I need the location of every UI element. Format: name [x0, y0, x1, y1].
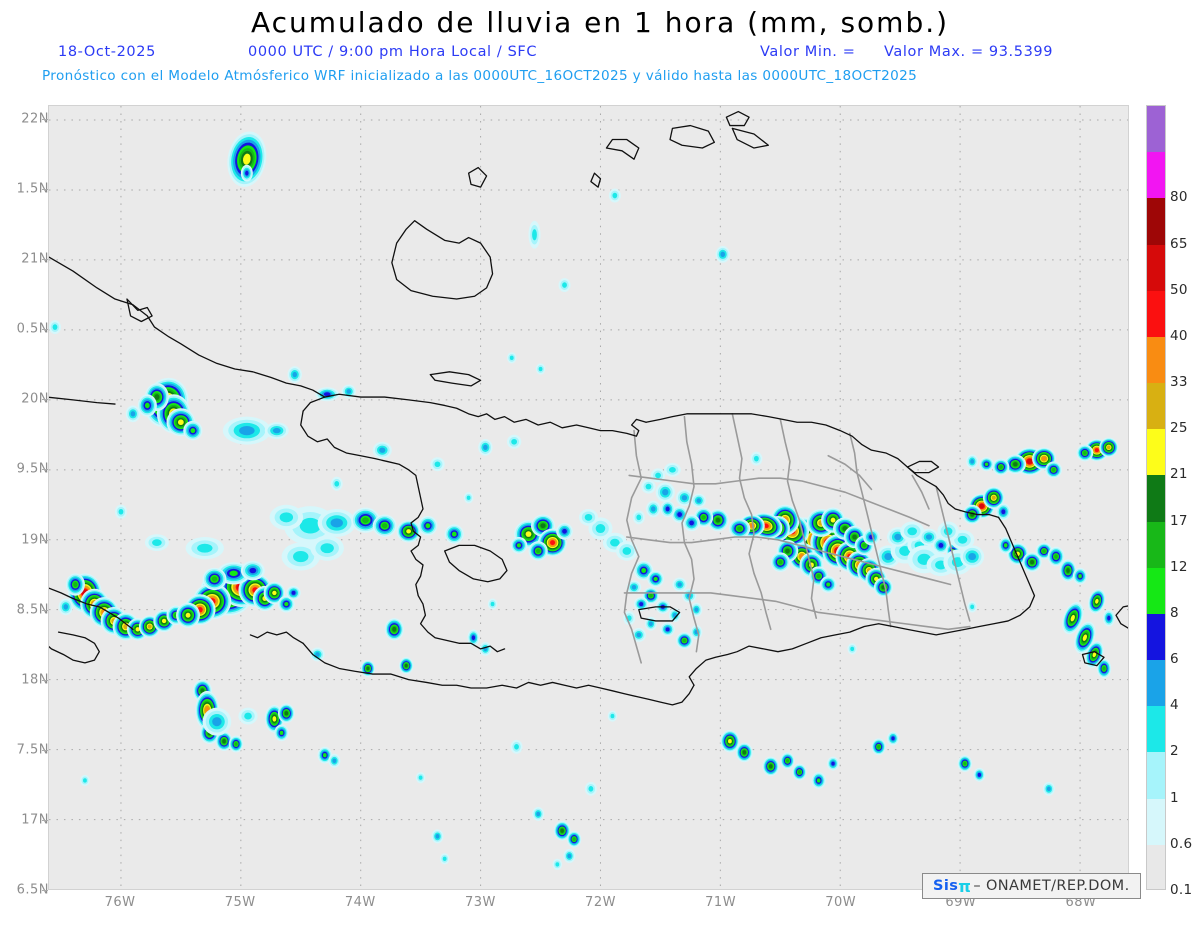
- colorbar-tick-2: 1: [1170, 789, 1179, 806]
- colorbar-tick-0: 0.1: [1170, 882, 1193, 898]
- colorbar-cell-14: [1147, 198, 1165, 245]
- x-axis-label-4: 72W: [585, 895, 616, 910]
- y-axis-tick-8: [42, 679, 48, 681]
- x-axis-label-0: 76W: [104, 895, 136, 910]
- y-axis-tick-10: [42, 819, 48, 821]
- colorbar-cell-16: [1147, 106, 1165, 153]
- colorbar-cell-8: [1147, 475, 1165, 522]
- grid-lines: [49, 106, 1128, 889]
- colorbar-tick-13: 50: [1170, 281, 1188, 298]
- colorbar-cell-3: [1147, 706, 1165, 753]
- page-title: Acumulado de lluvia en 1 hora (mm, somb.…: [250, 6, 950, 39]
- colorbar-cell-10: [1147, 383, 1165, 430]
- x-axis-label-6: 70W: [825, 895, 857, 910]
- x-axis-label-5: 71W: [705, 895, 737, 910]
- forecast-description: Pronóstico con el Modelo Atmósferico WRF…: [42, 68, 918, 84]
- map-background: [48, 105, 1129, 890]
- y-axis-label-4: 20N: [21, 391, 49, 407]
- y-axis-label-11: 6.5N: [16, 882, 49, 898]
- colorbar-cell-12: [1147, 290, 1165, 337]
- y-axis-label-8: 18N: [21, 672, 49, 688]
- colorbar: [1146, 105, 1166, 890]
- value-min-label: Valor Min. =: [760, 44, 856, 60]
- x-axis-label-1: 75W: [224, 895, 256, 910]
- y-axis-label-5: 9.5N: [16, 461, 49, 477]
- figure-header: Acumulado de lluvia en 1 hora (mm, somb.…: [0, 0, 1200, 95]
- colorbar-tick-5: 6: [1170, 651, 1179, 668]
- colorbar-tick-11: 33: [1170, 374, 1188, 391]
- y-axis-tick-6: [42, 539, 48, 541]
- attribution-badge: Sis π – ONAMET/REP.DOM.: [922, 873, 1141, 899]
- colorbar-tick-8: 17: [1170, 512, 1188, 529]
- y-axis-tick-5: [42, 469, 48, 471]
- forecast-time: 0000 UTC / 9:00 pm Hora Local / SFC: [248, 44, 538, 60]
- attribution-sis: Sis: [933, 878, 959, 894]
- map-plot-area: 22N 1.5N 21N 0.5N 20N 9.5N 19N 8.5N 18N 7.5N 17N 6.…: [17, 105, 1129, 910]
- colorbar-tick-15: 80: [1170, 189, 1188, 206]
- y-axis-label-9: 7.5N: [16, 742, 49, 758]
- attribution-pi-symbol: π: [958, 876, 972, 896]
- y-axis-tick-0: [42, 119, 48, 121]
- colorbar-cell-5: [1147, 613, 1165, 661]
- colorbar-cell-4: [1147, 660, 1165, 707]
- forecast-date: 18-Oct-2025: [58, 44, 156, 60]
- y-axis-label-7: 8.5N: [16, 602, 49, 618]
- x-axis-label-2: 74W: [344, 895, 376, 910]
- y-axis-label-1: 1.5N: [16, 181, 49, 197]
- colorbar-cell-2: [1147, 752, 1165, 799]
- y-axis-tick-3: [42, 329, 48, 331]
- y-axis-label-6: 19N: [21, 532, 49, 548]
- colorbar-cell-13: [1147, 244, 1165, 291]
- y-axis-tick-9: [42, 749, 48, 751]
- y-axis-label-0: 22N: [21, 111, 49, 127]
- y-axis-tick-11: [42, 890, 48, 891]
- coastlines-and-borders: [49, 110, 1128, 706]
- colorbar-cell-11: [1147, 336, 1165, 384]
- colorbar-cell-7: [1147, 521, 1165, 568]
- attribution-agency: – ONAMET/REP.DOM.: [973, 878, 1130, 894]
- colorbar-cell-0: [1147, 844, 1165, 889]
- value-max-label: Valor Max. = 93.5399: [884, 44, 1054, 60]
- x-axis-label-3: 73W: [464, 895, 496, 910]
- colorbar-cell-9: [1147, 429, 1165, 476]
- colorbar-cell-6: [1147, 567, 1165, 614]
- y-axis-label-2: 21N: [21, 251, 49, 267]
- y-axis-tick-1: [42, 189, 48, 191]
- colorbar-tick-4: 4: [1170, 697, 1179, 714]
- colorbar-tick-9: 21: [1170, 466, 1188, 483]
- colorbar-tick-7: 12: [1170, 558, 1188, 575]
- colorbar-cell-15: [1147, 152, 1165, 199]
- colorbar-tick-1: 0.6: [1170, 835, 1193, 852]
- y-axis-tick-2: [42, 259, 48, 261]
- y-axis-tick-7: [42, 609, 48, 611]
- colorbar-tick-10: 25: [1170, 420, 1188, 437]
- y-axis-label-3: 0.5N: [16, 321, 49, 337]
- precipitation-field: [49, 131, 1119, 870]
- y-axis-label-10: 17N: [21, 812, 49, 828]
- colorbar-tick-12: 40: [1170, 327, 1188, 344]
- y-axis-tick-4: [42, 399, 48, 401]
- colorbar-cell-1: [1147, 798, 1165, 845]
- colorbar-tick-3: 2: [1170, 743, 1179, 760]
- colorbar-tick-6: 8: [1170, 604, 1179, 621]
- colorbar-tick-14: 65: [1170, 235, 1188, 252]
